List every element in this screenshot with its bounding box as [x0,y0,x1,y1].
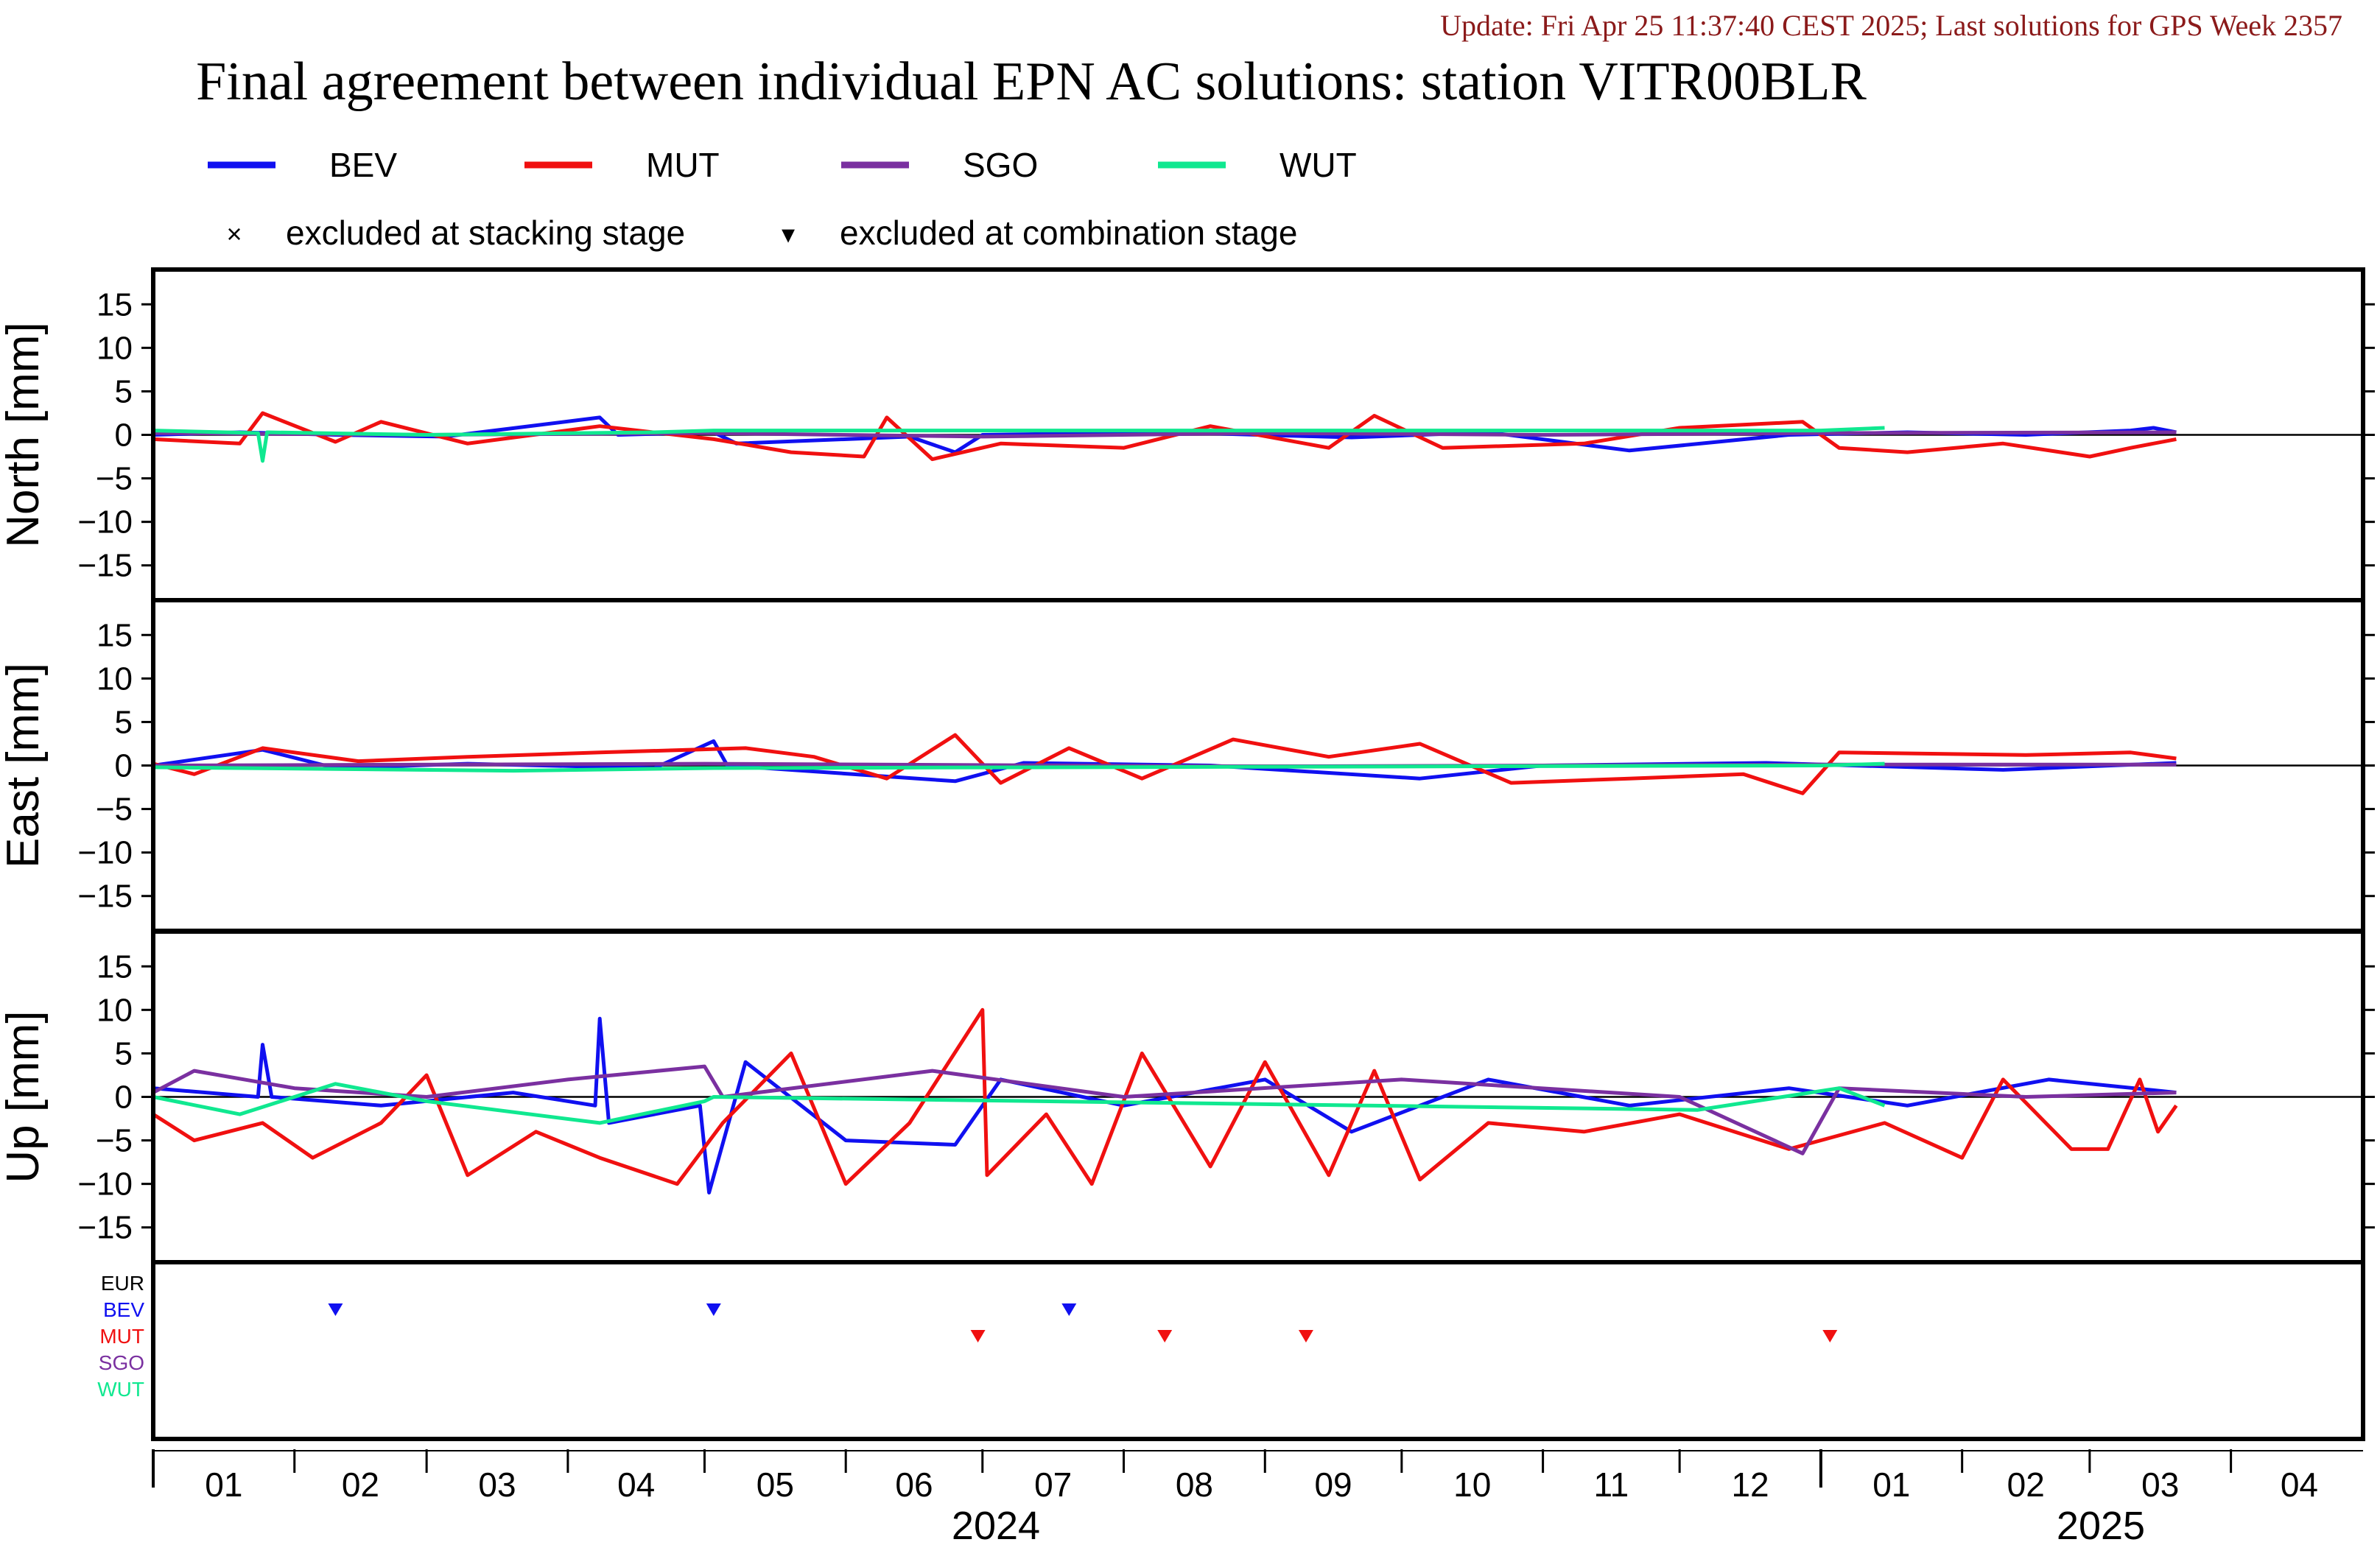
y-tick-label: −5 [96,792,133,828]
y-tick-label: −5 [96,461,133,497]
x-tick-label: 11 [1593,1465,1629,1504]
x-year-label: 2025 [2057,1504,2145,1545]
x-tick-label: 04 [617,1465,655,1504]
x-tick-label: 09 [1314,1465,1352,1504]
series-wut [152,761,1885,773]
x-tick-label: 01 [205,1465,242,1504]
series-bev [152,739,2177,784]
x-tick-label: 01 [1872,1465,1910,1504]
exclusion-marker [1157,1330,1173,1342]
y-tick-label: 10 [96,330,133,366]
x-tick-label: 05 [757,1465,794,1504]
x-tick-label: 02 [342,1465,379,1504]
x-year-label: 2024 [952,1504,1040,1545]
legend-label-sgo: SGO [963,146,1038,184]
y-tick-label: 5 [115,1035,133,1071]
legend-marker-symbol: ▾ [782,219,795,249]
y-tick-label: 0 [115,418,133,454]
y-tick-label: −15 [77,1210,133,1246]
panel-2: 15 10 5 0 −5 −10 −15 Up [mm] [0,929,2375,1264]
series-wut [152,1082,1886,1125]
y-axis-label: Up [mm] [0,1010,49,1183]
y-tick-label: 5 [115,704,133,740]
x-tick-label: 06 [895,1465,933,1504]
x-tick-label: 07 [1034,1465,1072,1504]
y-tick-label: −5 [96,1123,133,1159]
legend-marker-symbol: × [226,219,242,249]
series-mut [152,733,2177,795]
exclusion-row-label-eur: EUR [101,1272,144,1295]
x-tick-label: 10 [1453,1465,1491,1504]
legend-label-bev: BEV [329,146,397,184]
series-mut [152,411,2177,462]
x-tick-label: 08 [1176,1465,1213,1504]
y-tick-label: −15 [77,548,133,584]
exclusion-row-label-sgo: SGO [99,1351,144,1374]
legend: BEV MUT SGO WUT × excluded at stacking stage ▾… [208,146,1357,252]
exclusion-marker [706,1303,721,1316]
exclusion-frame [151,1260,2365,1441]
x-axis: 01 02 03 04 05 06 07 08 09 10 11 12 01 02 03 04 2024 2025 [152,1449,2363,1545]
y-tick-label: 0 [115,1080,133,1116]
legend-label-wut: WUT [1279,146,1357,184]
y-tick-label: 15 [96,949,133,985]
panel-0: 15 10 5 0 −5 −10 −15 North [mm] [0,267,2375,602]
panel-1: 15 10 5 0 −5 −10 −15 East [mm] [0,598,2375,933]
series-wut [152,426,1885,463]
x-tick-label: 02 [2007,1465,2045,1504]
y-tick-label: −10 [77,835,133,871]
series-mut [152,1007,2178,1186]
y-tick-label: 15 [96,617,133,653]
exclusion-row-label-wut: WUT [97,1378,144,1401]
exclusion-marker [1061,1303,1077,1316]
x-tick-label: 03 [478,1465,516,1504]
series-bev [152,1016,2177,1194]
exclusion-panel: EUR BEV MUT SGO WUT [97,1260,2365,1441]
y-axis-label: East [mm] [0,663,49,868]
y-tick-label: −10 [77,504,133,541]
y-tick-label: 10 [96,992,133,1028]
x-tick-label: 04 [2281,1465,2318,1504]
series-sgo [152,1064,2177,1155]
y-tick-label: 5 [115,373,133,409]
update-text: Update: Fri Apr 25 11:37:40 CEST 2025; L… [1440,9,2342,42]
exclusion-marker [1298,1330,1313,1342]
exclusion-marker [1822,1330,1838,1342]
legend-marker-label: excluded at combination stage [840,214,1297,252]
y-tick-label: −10 [77,1166,133,1203]
x-tick-label: 03 [2141,1465,2179,1504]
exclusion-row-label-mut: MUT [99,1325,144,1348]
chart-title: Final agreement between individual EPN A… [196,52,1867,112]
legend-label-mut: MUT [646,146,720,184]
y-tick-label: 10 [96,661,133,697]
y-tick-label: 0 [115,748,133,784]
legend-marker-label: excluded at stacking stage [286,214,685,252]
exclusion-marker [328,1303,343,1316]
exclusion-row-label-bev: BEV [103,1298,144,1321]
plot-panels: 15 10 5 0 −5 −10 −15 North [mm] 15 10 5 0 −5 −10 −15 Ea… [0,267,2375,1264]
y-tick-label: −15 [77,879,133,915]
x-tick-label: 12 [1731,1465,1769,1504]
y-axis-label: North [mm] [0,322,49,548]
y-tick-label: 15 [96,286,133,323]
exclusion-marker [970,1330,986,1342]
